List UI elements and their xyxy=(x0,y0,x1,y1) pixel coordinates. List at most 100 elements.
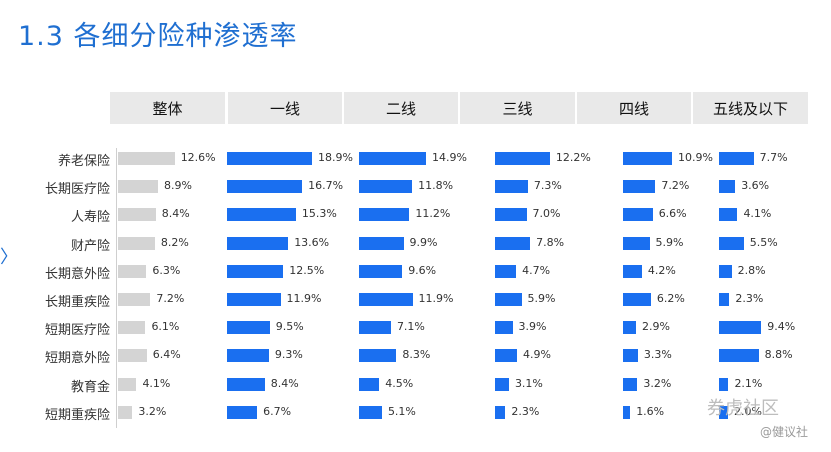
bar xyxy=(227,349,269,363)
data-label: 12.2% xyxy=(555,151,591,164)
data-label: 6.4% xyxy=(152,348,181,362)
category-label: 短期医疗险 xyxy=(44,323,110,339)
data-label: 18.9% xyxy=(318,151,353,164)
category-label: 长期意外险 xyxy=(44,266,110,282)
data-label: 7.8% xyxy=(536,235,565,249)
bar xyxy=(495,349,518,363)
column-header: 四线 xyxy=(577,92,691,124)
bar xyxy=(118,293,151,306)
data-label: 3.1% xyxy=(514,376,543,390)
data-label: 8.2% xyxy=(160,235,189,249)
bar xyxy=(623,208,653,222)
data-label: 6.3% xyxy=(152,263,181,277)
bar xyxy=(359,236,404,250)
bar xyxy=(719,264,732,278)
bar xyxy=(359,152,427,165)
data-label: 4.2% xyxy=(647,263,676,277)
data-label: 7.2% xyxy=(156,292,185,305)
data-label: 8.4% xyxy=(270,376,299,390)
bar xyxy=(719,208,738,222)
bar xyxy=(227,180,303,194)
bar xyxy=(719,349,759,363)
data-label: 3.9% xyxy=(518,320,547,334)
data-label: 16.7% xyxy=(308,179,344,193)
bar xyxy=(623,405,631,419)
data-label: 9.3% xyxy=(274,348,303,362)
bar xyxy=(495,377,509,391)
data-label: 4.1% xyxy=(142,376,171,390)
data-label: 14.9% xyxy=(432,151,467,164)
bar xyxy=(719,152,754,165)
bar xyxy=(118,264,147,278)
bar xyxy=(495,152,550,165)
data-label: 15.3% xyxy=(301,207,337,221)
bar xyxy=(719,236,744,250)
bar xyxy=(623,152,673,165)
page-title: 1.3 各细分险种渗透率 xyxy=(18,21,298,52)
bar xyxy=(623,293,651,306)
watermark-handle: @健议社 xyxy=(760,425,809,439)
data-label: 3.2% xyxy=(138,404,167,418)
data-label: 11.9% xyxy=(418,292,454,305)
bar xyxy=(719,180,736,194)
category-label: 短期意外险 xyxy=(44,351,110,367)
bar xyxy=(719,321,762,335)
category-label: 长期重疾险 xyxy=(44,295,110,310)
bar xyxy=(118,236,155,250)
bar xyxy=(719,377,729,391)
category-label: 教育金 xyxy=(70,379,110,395)
bar xyxy=(495,293,522,306)
category-label: 人寿险 xyxy=(70,210,110,226)
bar xyxy=(359,321,391,335)
category-label: 短期重疾险 xyxy=(44,407,110,423)
data-label: 2.0% xyxy=(734,404,762,418)
data-label: 5.1% xyxy=(387,404,416,418)
column-header: 三线 xyxy=(460,92,575,124)
data-label: 2.3% xyxy=(511,404,540,418)
bar xyxy=(495,208,527,222)
chevron-right-icon[interactable]: 〉 xyxy=(0,247,18,268)
data-label: 12.5% xyxy=(289,263,325,277)
data-label: 4.1% xyxy=(743,207,772,221)
data-label: 2.9% xyxy=(642,320,670,334)
bar xyxy=(495,264,517,278)
bar xyxy=(359,264,403,278)
data-label: 6.7% xyxy=(263,404,292,418)
column-header: 整体 xyxy=(110,92,225,124)
data-label: 4.5% xyxy=(385,376,414,390)
data-label: 2.1% xyxy=(734,376,763,390)
bar xyxy=(359,349,397,363)
bar xyxy=(623,180,656,194)
bar xyxy=(623,349,638,363)
data-label: 13.6% xyxy=(294,235,330,249)
data-label: 5.5% xyxy=(749,235,778,249)
data-label: 3.2% xyxy=(643,376,672,390)
bar xyxy=(623,377,638,391)
data-label: 9.4% xyxy=(767,320,796,334)
data-label: 7.2% xyxy=(661,179,690,193)
watermark-text: 券虎社区 xyxy=(707,398,779,419)
column-header: 一线 xyxy=(228,92,342,124)
data-label: 5.9% xyxy=(527,292,556,305)
data-label: 11.9% xyxy=(286,292,322,305)
data-label: 1.6% xyxy=(636,404,665,418)
data-label: 8.9% xyxy=(164,179,192,193)
bar xyxy=(118,349,147,363)
data-label: 6.1% xyxy=(151,320,180,334)
data-label: 6.6% xyxy=(658,207,687,221)
bar xyxy=(227,264,284,278)
data-label: 6.2% xyxy=(656,292,685,305)
data-label: 11.8% xyxy=(418,179,454,193)
data-label: 9.6% xyxy=(408,263,437,277)
bar xyxy=(118,377,137,391)
bar xyxy=(359,377,380,391)
bar xyxy=(227,293,281,306)
bar xyxy=(623,236,650,250)
data-label: 9.9% xyxy=(409,235,438,249)
bar xyxy=(359,405,382,419)
bar xyxy=(359,180,413,194)
bar xyxy=(359,208,410,222)
bar xyxy=(495,236,531,250)
data-label: 11.2% xyxy=(415,207,451,221)
bar xyxy=(227,208,296,222)
